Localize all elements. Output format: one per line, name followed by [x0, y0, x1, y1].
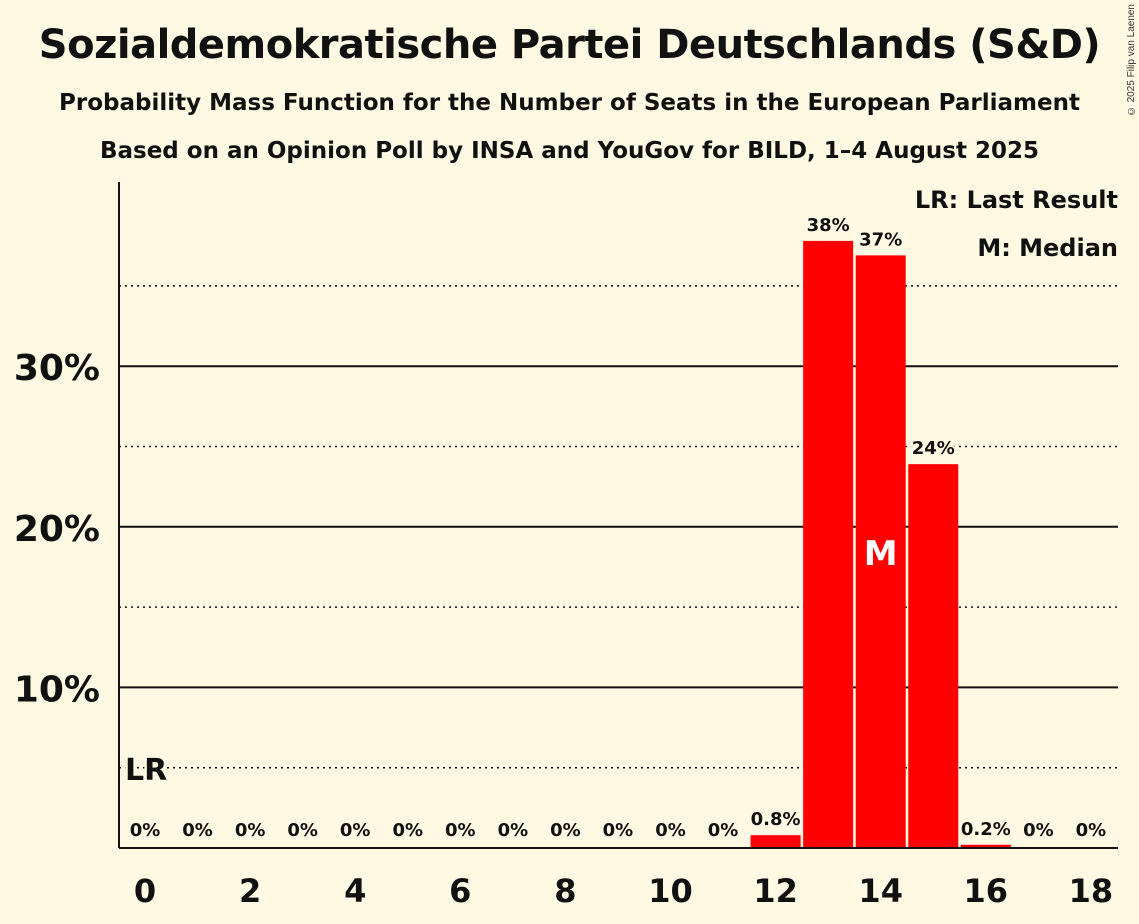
- x-tick-label: 6: [449, 872, 471, 910]
- chart-source: Based on an Opinion Poll by INSA and You…: [99, 138, 1040, 164]
- data-label-seat-10: 0%: [655, 820, 686, 841]
- data-label-seat-0: 0%: [130, 820, 161, 841]
- legend-median: M: Median: [977, 234, 1118, 262]
- bar-seat-13: [803, 240, 854, 848]
- x-tick-label: 18: [1069, 872, 1114, 910]
- x-tick-label: 12: [753, 872, 798, 910]
- chart-title: Sozialdemokratische Partei Deutschlands …: [38, 22, 1101, 68]
- chart-subtitle: Probability Mass Function for the Number…: [59, 90, 1080, 116]
- bar-seat-14: [855, 255, 906, 849]
- x-tick-label: 2: [239, 872, 261, 910]
- data-label-seat-2: 0%: [235, 820, 266, 841]
- data-label-seat-3: 0%: [287, 820, 318, 841]
- bar-seat-16: [960, 844, 1011, 848]
- data-label-seat-14: 37%: [859, 229, 902, 250]
- data-label-seat-15: 24%: [912, 438, 955, 459]
- y-tick-label: 10%: [14, 669, 100, 710]
- x-tick-label: 14: [858, 872, 903, 910]
- data-label-seat-9: 0%: [603, 820, 634, 841]
- x-tick-label: 0: [134, 872, 156, 910]
- data-label-seat-1: 0%: [182, 820, 213, 841]
- median-marker: M: [864, 534, 898, 574]
- data-label-seat-13: 38%: [807, 215, 850, 236]
- data-label-seat-11: 0%: [708, 820, 739, 841]
- data-label-seat-4: 0%: [340, 820, 371, 841]
- data-label-seat-16: 0.2%: [961, 819, 1011, 840]
- data-label-seat-12: 0.8%: [751, 809, 801, 830]
- legend-last-result: LR: Last Result: [914, 186, 1118, 214]
- x-tick-label: 10: [648, 872, 693, 910]
- data-label-seat-6: 0%: [445, 820, 476, 841]
- y-tick-label: 20%: [14, 509, 100, 550]
- data-label-seat-5: 0%: [392, 820, 423, 841]
- x-tick-label: 4: [344, 872, 366, 910]
- data-label-seat-18: 0%: [1076, 820, 1107, 841]
- x-tick-label: 16: [964, 872, 1009, 910]
- data-label-seat-7: 0%: [498, 820, 529, 841]
- x-tick-label: 8: [554, 872, 576, 910]
- data-label-seat-8: 0%: [550, 820, 581, 841]
- bar-seat-12: [750, 835, 801, 848]
- bar-seat-15: [908, 464, 959, 848]
- last-result-marker: LR: [125, 753, 167, 788]
- y-tick-label: 30%: [14, 348, 100, 389]
- data-label-seat-17: 0%: [1023, 820, 1054, 841]
